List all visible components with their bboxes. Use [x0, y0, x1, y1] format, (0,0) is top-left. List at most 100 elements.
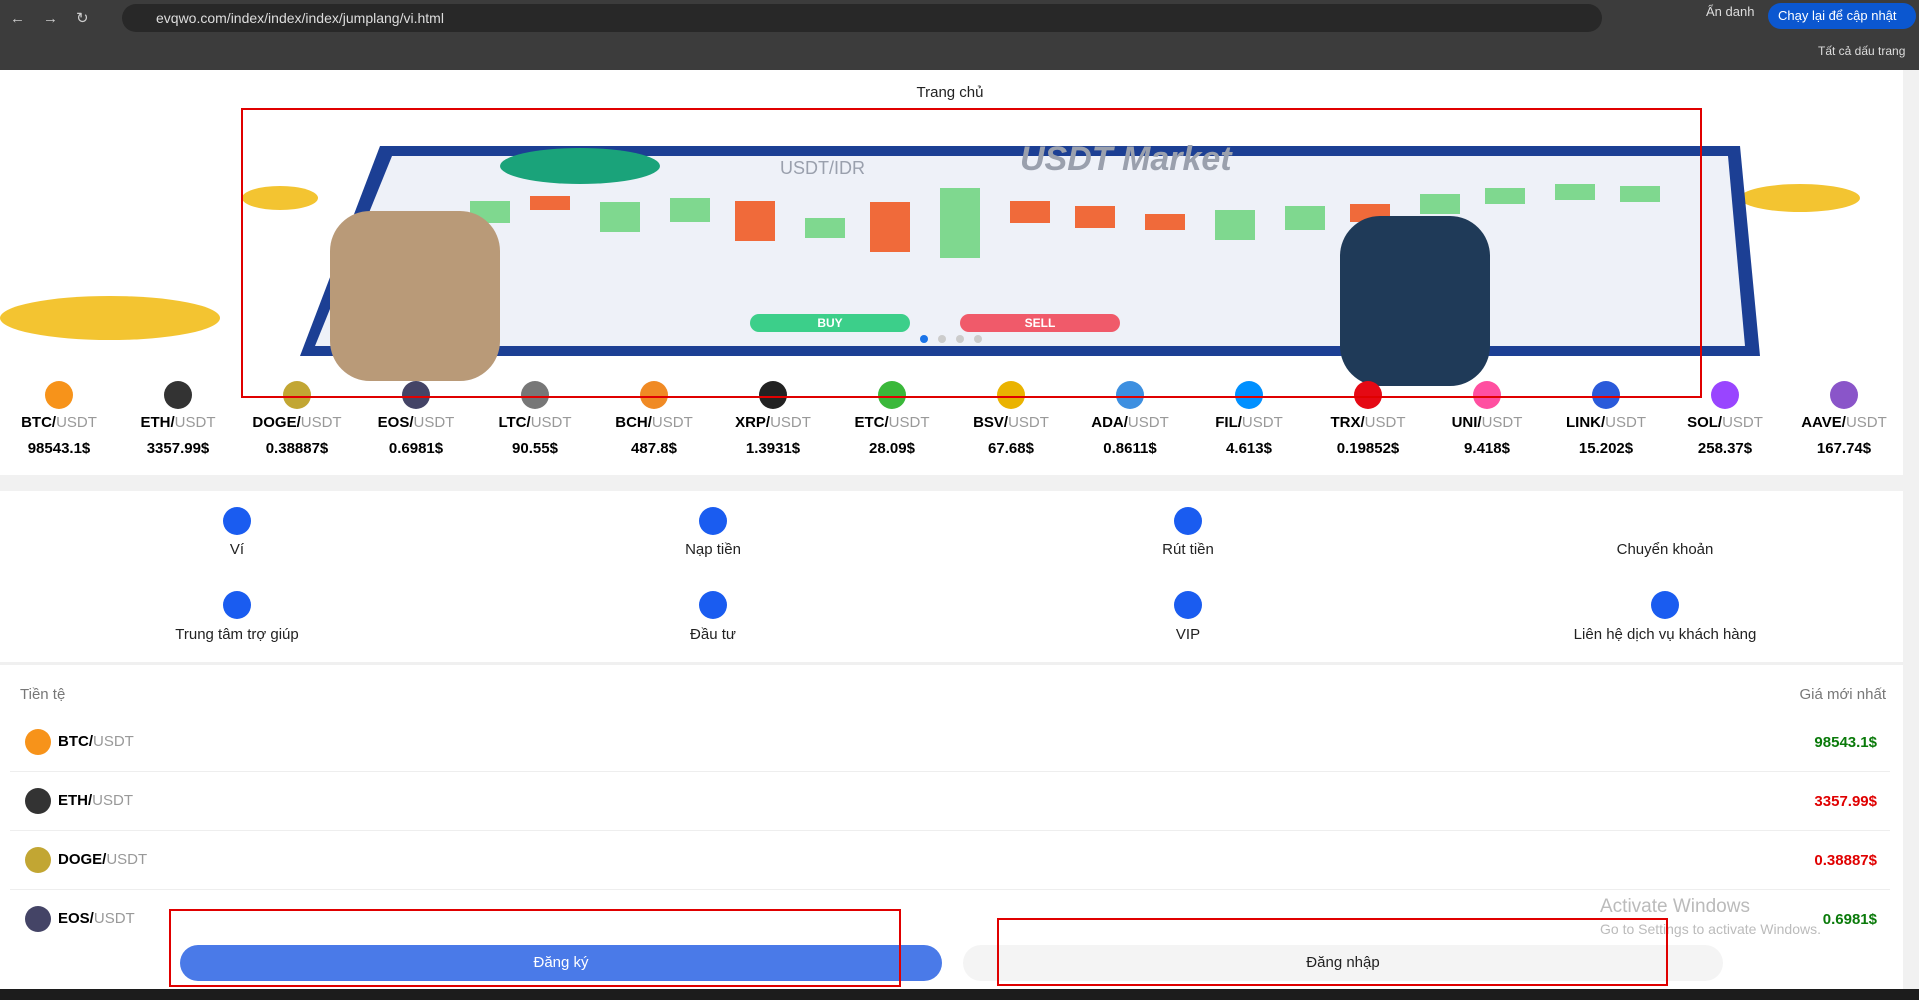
- banner[interactable]: USDT Market USDT/IDR BUY SELL: [0, 106, 1903, 396]
- pair: XRP/USDT: [735, 414, 811, 431]
- base: DOGE/: [252, 414, 301, 431]
- col-price: Giá mới nhất: [1799, 686, 1886, 703]
- coin-icon: [164, 381, 192, 409]
- price: 258.37$: [1697, 440, 1753, 457]
- buy-label: BUY: [817, 316, 842, 330]
- menu-label[interactable]: VIP: [1175, 626, 1201, 643]
- base: BTC/: [58, 733, 93, 750]
- price: 28.09$: [869, 440, 915, 457]
- quote: USDT: [1127, 414, 1169, 431]
- coin-icon: [283, 381, 311, 409]
- divider: [0, 662, 1903, 665]
- page-title: Trang chủ: [916, 84, 984, 101]
- price: 167.74$: [1816, 440, 1872, 457]
- base: AAVE/: [1801, 414, 1846, 431]
- register-button[interactable]: Đăng ký: [180, 945, 942, 981]
- menu-icon[interactable]: [1174, 507, 1202, 535]
- base: ETH/: [58, 792, 93, 809]
- quote: USDT: [770, 414, 811, 431]
- quote: USDT: [1008, 414, 1049, 431]
- menu-label[interactable]: Chuyển khoản: [1616, 541, 1714, 558]
- menu-icon[interactable]: [223, 507, 251, 535]
- quote: USDT: [1845, 414, 1887, 431]
- h-scrollbar[interactable]: [0, 475, 1903, 491]
- coin-icon: [759, 381, 787, 409]
- sell-button: [960, 314, 1120, 332]
- pair: AAVE/USDT: [1801, 414, 1887, 431]
- quote: USDT: [1481, 414, 1523, 431]
- menu-icon[interactable]: [699, 591, 727, 619]
- quote: USDT: [174, 414, 216, 431]
- pair: ETH/USDT: [58, 792, 133, 809]
- quote: USDT: [1364, 414, 1406, 431]
- banner-sub: USDT/IDR: [780, 158, 865, 178]
- menu-icon[interactable]: [699, 507, 727, 535]
- menu-icon[interactable]: [1651, 507, 1679, 535]
- base: TRX/: [1330, 414, 1365, 431]
- quote: USDT: [92, 792, 134, 809]
- menu-icon[interactable]: [1651, 591, 1679, 619]
- coin-icon: [1116, 381, 1144, 409]
- pair: SOL/USDT: [1687, 414, 1763, 431]
- price: 0.38887$: [265, 440, 329, 457]
- price: 487.8$: [631, 440, 677, 457]
- pair: UNI/USDT: [1452, 414, 1523, 431]
- quote: USDT: [888, 414, 930, 431]
- menu-icon[interactable]: [223, 591, 251, 619]
- menu-label[interactable]: Rút tiền: [1162, 541, 1214, 558]
- quote: USDT: [93, 910, 135, 927]
- taskbar: [0, 989, 1919, 1000]
- nav-buttons[interactable]: ←→↻: [10, 10, 107, 27]
- base: XRP/: [735, 414, 771, 431]
- url: evqwo.com/index/index/index/jumplang/vi.…: [156, 10, 444, 26]
- coin-icon: [1354, 381, 1382, 409]
- coin-icon: [1235, 381, 1263, 409]
- base: LINK/: [1565, 414, 1606, 431]
- incognito: Ẩn danh: [1706, 4, 1755, 19]
- update-button[interactable]: Chạy lại để cập nhật: [1768, 3, 1916, 29]
- coin: [1740, 184, 1860, 212]
- login-button[interactable]: Đăng nhập: [963, 945, 1723, 981]
- quote: USDT: [1241, 414, 1283, 431]
- price: 0.6981$: [388, 440, 444, 457]
- pair: ETH/USDT: [140, 414, 215, 431]
- v-scrollbar[interactable]: [1903, 70, 1919, 990]
- highlight-box: [997, 918, 1668, 986]
- menu-label[interactable]: Nạp tiền: [685, 541, 741, 558]
- price: 0.19852$: [1336, 440, 1400, 457]
- row-divider: [10, 830, 1890, 831]
- pair: FIL/USDT: [1215, 414, 1283, 431]
- price: 98543.1$: [1814, 734, 1877, 751]
- base: ETH/: [140, 414, 175, 431]
- price: 4.613$: [1226, 440, 1272, 457]
- coin-icon: [521, 381, 549, 409]
- update-label: Chạy lại để cập nhật: [1778, 8, 1897, 23]
- bookmarks[interactable]: Tất cả dấu trang: [1818, 44, 1906, 58]
- coin-icon: [402, 381, 430, 409]
- coin-icon: [640, 381, 668, 409]
- pair: BCH/USDT: [615, 414, 693, 431]
- menu-label[interactable]: Đầu tư: [690, 626, 736, 643]
- price: 1.3931$: [745, 440, 801, 457]
- coin-icon: [1473, 381, 1501, 409]
- col-currency: Tiền tệ: [20, 686, 66, 703]
- quote: USDT: [413, 414, 455, 431]
- base: FIL/: [1215, 414, 1242, 431]
- carousel-dots: [920, 335, 982, 343]
- coin-icon: [997, 381, 1025, 409]
- banner-heading: USDT Market: [1020, 140, 1233, 178]
- coin-icon: [25, 788, 51, 814]
- menu-label[interactable]: Liên hệ dịch vụ khách hàng: [1573, 626, 1757, 643]
- coin-icon: [25, 729, 51, 755]
- address-bar[interactable]: evqwo.com/index/index/index/jumplang/vi.…: [122, 4, 1602, 32]
- coin: [242, 186, 318, 210]
- price: 3357.99$: [1814, 793, 1877, 810]
- menu-label[interactable]: Trung tâm trợ giúp: [175, 626, 299, 643]
- browser-toolbar: ←→↻ evqwo.com/index/index/index/jumplang…: [0, 0, 1919, 37]
- price: 90.55$: [512, 440, 558, 457]
- pair: BTC/USDT: [58, 733, 134, 750]
- menu-icon[interactable]: [1174, 591, 1202, 619]
- menu-label[interactable]: Ví: [229, 541, 245, 558]
- price: 67.68$: [988, 440, 1034, 457]
